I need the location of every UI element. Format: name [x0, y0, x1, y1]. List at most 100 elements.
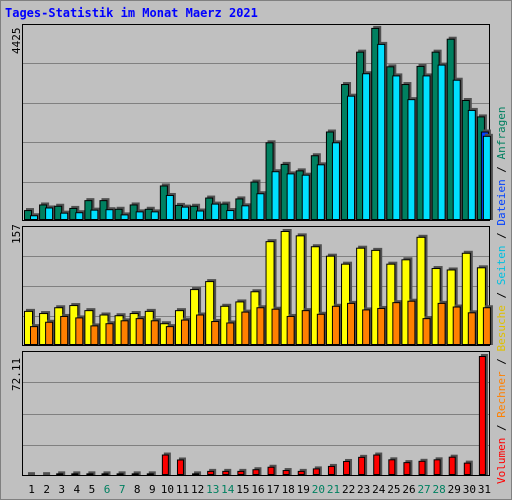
legend-segment: Dateien	[495, 179, 508, 225]
bar-rechner-day-28	[437, 302, 446, 345]
bar-seiten-day-19	[301, 174, 310, 220]
bar-rechner-day-29	[452, 306, 461, 346]
bar-seiten-day-21	[331, 142, 340, 220]
bar-rechner-day-15	[241, 311, 250, 345]
x-axis-label-day-10: 10	[161, 483, 174, 496]
bar-volumen-day-12-shadow	[194, 471, 202, 475]
x-axis-label-day-28: 28	[433, 483, 446, 496]
legend-segment: /	[495, 159, 508, 179]
bar-rechner-day-22	[347, 302, 356, 345]
bar-rechner-day-2	[45, 321, 54, 346]
bar-volumen-day-4-shadow	[73, 471, 81, 475]
bar-besuche-day-27	[416, 236, 426, 345]
bar-volumen-day-4	[71, 473, 79, 475]
bar-seiten-day-23	[362, 73, 371, 220]
legend-segment: /	[495, 285, 508, 305]
bar-volumen-day-24	[373, 454, 381, 475]
bar-volumen-day-9-shadow	[148, 471, 156, 475]
bar-anfragen-day-1	[24, 210, 32, 220]
bar-rechner-day-12	[196, 314, 205, 345]
x-axis-label-day-12: 12	[191, 483, 204, 496]
bar-seiten-day-5	[90, 209, 99, 220]
bar-seiten-day-30	[467, 109, 476, 220]
bar-seiten-day-6	[105, 209, 114, 221]
bar-volumen-day-6	[101, 473, 109, 475]
legend-segment: Rechner	[495, 371, 508, 418]
x-axis-label-day-31: 31	[478, 483, 491, 496]
bar-seiten-day-9	[150, 211, 159, 221]
x-axis-label-day-20: 20	[312, 483, 325, 496]
bar-volumen-day-23	[358, 456, 366, 475]
bar-volumen-day-20	[312, 468, 320, 476]
x-axis-label-day-24: 24	[372, 483, 386, 496]
bar-besuche-day-30	[461, 252, 471, 345]
bar-volumen-day-9	[146, 473, 154, 475]
bar-volumen-day-29	[448, 456, 456, 476]
bar-seiten-day-10	[165, 194, 174, 220]
legend-segment: /	[495, 352, 508, 372]
bar-rechner-day-17	[271, 308, 280, 346]
bar-rechner-day-5	[90, 325, 99, 345]
bar-rechner-day-20	[316, 313, 325, 345]
bar-volumen-day-22	[343, 460, 351, 475]
bar-volumen-day-12	[192, 473, 200, 475]
bar-rechner-day-16	[256, 307, 265, 345]
x-axis-label-day-18: 18	[282, 483, 295, 496]
panel-2-border	[22, 351, 490, 476]
bar-rechner-day-1	[30, 326, 38, 346]
bar-rechner-day-30	[467, 312, 476, 345]
bar-rechner-day-19	[301, 310, 310, 345]
bar-volumen-day-8-shadow	[133, 471, 141, 475]
bar-seiten-day-22	[347, 95, 356, 220]
panel-1-border	[22, 226, 490, 346]
panel-2-background	[22, 351, 490, 476]
bar-seiten-day-14	[226, 210, 235, 220]
x-axis-label-day-5: 5	[89, 483, 96, 496]
bar-rechner-day-3	[60, 315, 69, 345]
bar-seiten-day-16	[256, 193, 265, 220]
bar-seiten-day-1	[30, 215, 38, 221]
middle-panel-max-label: 157	[10, 224, 23, 244]
x-axis-label-day-14: 14	[221, 483, 235, 496]
bar-rechner-day-21	[331, 305, 340, 345]
x-axis-label-day-15: 15	[236, 483, 249, 496]
x-axis-label-day-13: 13	[206, 483, 219, 496]
bar-rechner-day-9	[150, 320, 159, 346]
bar-rechner-day-24	[377, 307, 386, 345]
bar-rechner-day-31	[482, 307, 491, 345]
bar-seiten-day-20	[316, 164, 325, 221]
panel-0-border	[22, 24, 490, 221]
bar-seiten-day-2	[45, 207, 54, 220]
x-axis-label-day-26: 26	[402, 483, 415, 496]
x-axis-label-day-29: 29	[448, 483, 461, 496]
legend-segment: /	[495, 226, 508, 246]
bar-besuche-day-17	[265, 241, 275, 345]
bar-seiten-day-29	[452, 79, 461, 220]
x-axis-label-day-11: 11	[176, 483, 189, 496]
bar-rechner-day-7	[120, 320, 129, 346]
legend-segment: Volumen	[495, 438, 508, 484]
x-axis-label-day-27: 27	[417, 483, 430, 496]
bar-seiten-day-17	[271, 171, 280, 220]
bar-volumen-day-25	[388, 459, 396, 476]
x-axis-label-day-17: 17	[266, 483, 279, 496]
bar-volumen-day-17	[267, 466, 275, 476]
x-axis-label-day-3: 3	[58, 483, 65, 496]
x-axis-label-day-9: 9	[149, 483, 156, 496]
bar-rechner-day-13	[211, 321, 220, 345]
bar-volumen-day-5-shadow	[88, 471, 96, 475]
bar-besuche-day-21	[325, 255, 335, 345]
bar-seiten-day-31	[482, 135, 491, 220]
x-axis-label-day-22: 22	[342, 483, 355, 496]
bar-seiten-day-28	[437, 64, 446, 220]
chart-title: Tages-Statistik im Monat Maerz 2021	[5, 6, 258, 20]
bar-seiten-day-8	[135, 211, 144, 221]
bar-volumen-day-7-shadow	[118, 471, 126, 475]
bar-seiten-day-26	[407, 99, 416, 220]
legend-segment: Seiten	[495, 246, 508, 286]
x-axis-label-day-1: 1	[28, 483, 35, 496]
bar-volumen-day-2-shadow	[43, 472, 51, 475]
right-legend: Volumen / Rechner / Besuche / Seiten / D…	[495, 106, 508, 484]
bar-seiten-day-4	[75, 212, 84, 221]
